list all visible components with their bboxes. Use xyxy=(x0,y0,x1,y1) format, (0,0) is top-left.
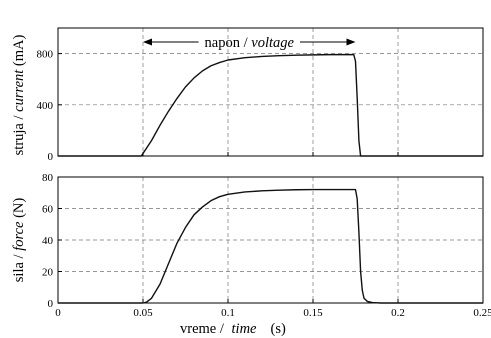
time-x-label-main: vreme / xyxy=(180,321,228,337)
force-series-line xyxy=(58,188,483,304)
force-y-tick-label: 40 xyxy=(42,235,54,247)
force-y-label-unit: (N) xyxy=(11,198,27,222)
force-axis-ticks: 0 20 40 60 80 0 0.05 0.1 0.15 0.2 0.25 xyxy=(42,172,491,319)
time-x-label-unit: (s) xyxy=(270,321,285,337)
time-x-label-italic: time xyxy=(232,321,258,337)
force-x-tick-label: 0.1 xyxy=(221,307,235,319)
current-y-axis-label: struja / current (mA) xyxy=(11,34,27,155)
force-y-tick-label: 0 xyxy=(48,298,54,310)
current-y-tick-label: 400 xyxy=(37,100,54,112)
force-y-tick-label: 60 xyxy=(42,204,54,216)
current-y-tick-label: 800 xyxy=(37,49,54,61)
voltage-annotation-italic: voltage xyxy=(251,35,294,51)
force-y-tick-label: 20 xyxy=(42,267,54,279)
current-series xyxy=(58,53,483,157)
force-y-tick-label: 80 xyxy=(42,172,54,184)
force-series xyxy=(58,188,483,304)
voltage-annotation: napon / voltage xyxy=(143,35,356,51)
force-panel: 0 20 40 60 80 0 0.05 0.1 0.15 0.2 0.25 sila / forc… xyxy=(11,172,491,337)
current-grid xyxy=(58,28,483,156)
voltage-arrowhead-left xyxy=(143,38,152,46)
current-y-label-italic: current xyxy=(11,69,27,112)
current-y-tick-label: 0 xyxy=(48,151,54,163)
force-x-tick-label: 0.25 xyxy=(473,307,491,319)
voltage-annotation-main: napon / xyxy=(205,35,252,51)
current-y-label-main: struja / xyxy=(11,112,27,156)
current-y-label-unit: (mA) xyxy=(11,34,27,69)
force-x-tick-label: 0.05 xyxy=(133,307,153,319)
force-y-axis-label: sila / force (N) xyxy=(11,198,27,283)
voltage-annotation-text: napon / voltage xyxy=(205,35,295,51)
force-x-tick-label: 0.2 xyxy=(391,307,405,319)
time-x-axis-label: vreme / time (s) xyxy=(180,321,286,337)
force-grid xyxy=(58,177,483,303)
force-y-label-italic: force xyxy=(11,221,27,251)
current-panel: 0 400 800 napon / voltage struja / current… xyxy=(11,27,484,163)
current-y-ticks: 0 400 800 xyxy=(37,49,399,163)
force-x-tick-label: 0 xyxy=(55,307,61,319)
voltage-arrowhead-right xyxy=(346,38,356,46)
current-plot-frame xyxy=(57,27,484,157)
force-x-tick-label: 0.15 xyxy=(303,307,323,319)
current-series-line xyxy=(58,53,483,157)
force-y-label-main: sila / xyxy=(11,251,27,282)
